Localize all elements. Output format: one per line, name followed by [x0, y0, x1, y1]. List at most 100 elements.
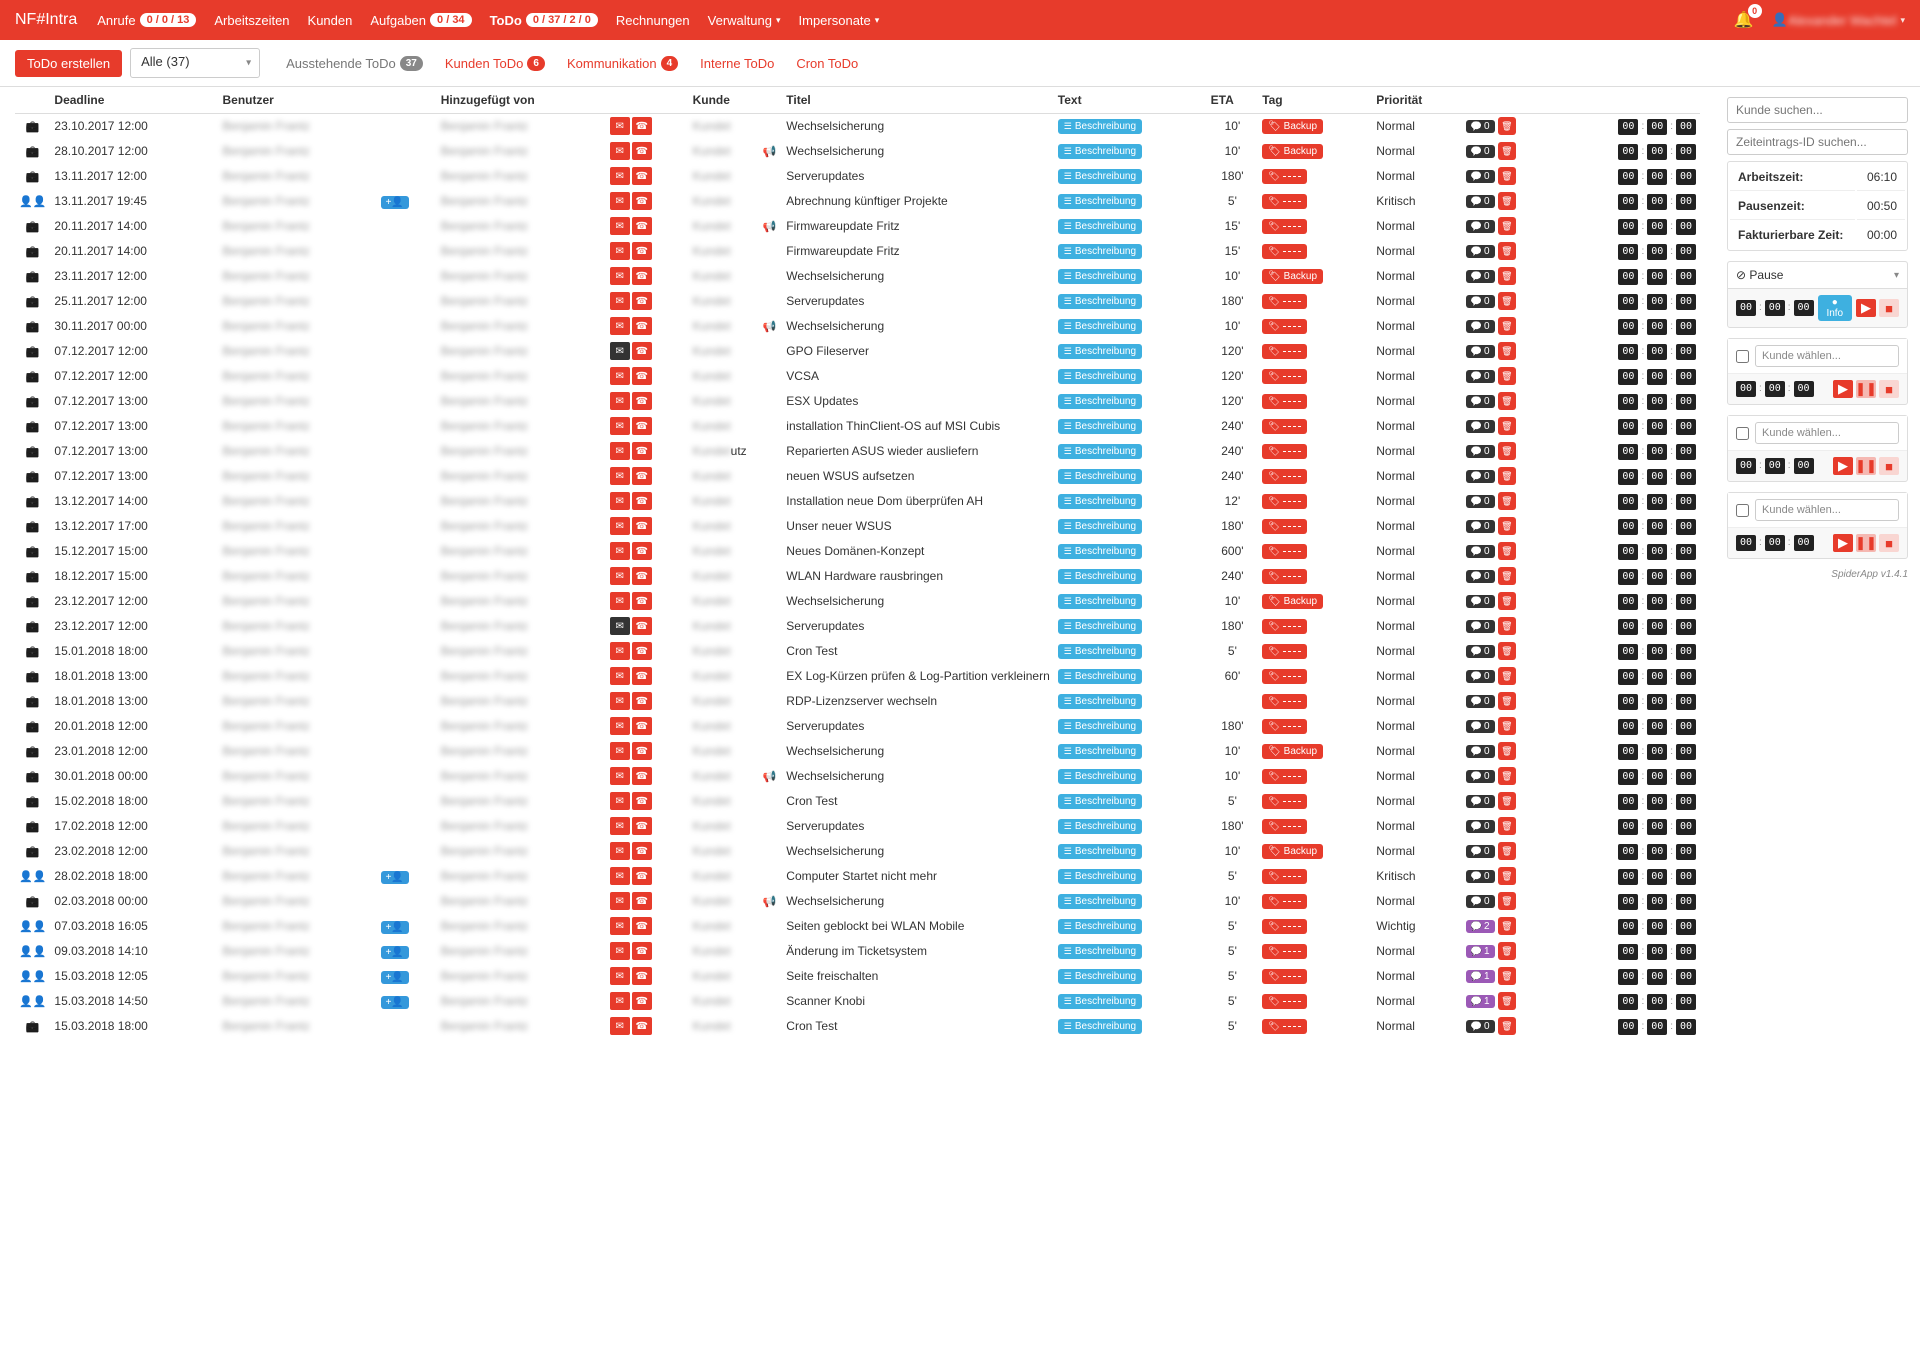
description-button[interactable]: Beschreibung — [1058, 344, 1142, 359]
mail-button[interactable]: ✉ — [610, 617, 630, 635]
mail-button[interactable]: ✉ — [610, 542, 630, 560]
description-button[interactable]: Beschreibung — [1058, 519, 1142, 534]
phone-button[interactable]: ☎ — [632, 1017, 652, 1035]
table-row[interactable]: 👤07.03.2018 16:05Benjamin Frantz+👤Benjam… — [15, 914, 1700, 939]
table-row[interactable]: 15.01.2018 18:00Benjamin FrantzBenjamin … — [15, 639, 1700, 664]
delete-button[interactable] — [1498, 942, 1516, 960]
phone-button[interactable]: ☎ — [632, 117, 652, 135]
comment-badge[interactable]: 0 — [1466, 370, 1495, 383]
tag-badge[interactable] — [1262, 194, 1306, 209]
delete-button[interactable] — [1498, 242, 1516, 260]
tag-badge[interactable]: 🏷 Backup — [1262, 119, 1323, 134]
phone-button[interactable]: ☎ — [632, 667, 652, 685]
phone-button[interactable]: ☎ — [632, 867, 652, 885]
delete-button[interactable] — [1498, 742, 1516, 760]
comment-badge[interactable]: 0 — [1466, 145, 1495, 158]
mail-button[interactable]: ✉ — [610, 867, 630, 885]
mail-button[interactable]: ✉ — [610, 992, 630, 1010]
tag-badge[interactable] — [1262, 569, 1306, 584]
description-button[interactable]: Beschreibung — [1058, 919, 1142, 934]
tab-kommunikation[interactable]: Kommunikation4 — [567, 50, 678, 77]
table-row[interactable]: 20.01.2018 12:00Benjamin FrantzBenjamin … — [15, 714, 1700, 739]
table-row[interactable]: 30.11.2017 00:00Benjamin FrantzBenjamin … — [15, 314, 1700, 339]
tag-badge[interactable] — [1262, 494, 1306, 509]
pause-button[interactable]: ❚❚ — [1856, 534, 1876, 552]
pause-panel-header[interactable]: ⊘ Pause ▾ — [1728, 262, 1907, 289]
mail-button[interactable]: ✉ — [610, 792, 630, 810]
comment-badge[interactable]: 0 — [1466, 595, 1495, 608]
description-button[interactable]: Beschreibung — [1058, 994, 1142, 1009]
comment-badge[interactable]: 0 — [1466, 170, 1495, 183]
mail-button[interactable]: ✉ — [610, 667, 630, 685]
phone-button[interactable]: ☎ — [632, 192, 652, 210]
comment-badge[interactable]: 0 — [1466, 495, 1495, 508]
tag-badge[interactable] — [1262, 369, 1306, 384]
delete-button[interactable] — [1498, 642, 1516, 660]
assign-button[interactable]: +👤 — [381, 946, 409, 959]
table-row[interactable]: 20.11.2017 14:00Benjamin FrantzBenjamin … — [15, 214, 1700, 239]
phone-button[interactable]: ☎ — [632, 417, 652, 435]
comment-badge[interactable]: 1 — [1466, 995, 1495, 1008]
phone-button[interactable]: ☎ — [632, 467, 652, 485]
delete-button[interactable] — [1498, 492, 1516, 510]
tag-badge[interactable]: 🏷 Backup — [1262, 144, 1323, 159]
delete-button[interactable] — [1498, 842, 1516, 860]
tag-badge[interactable] — [1262, 344, 1306, 359]
delete-button[interactable] — [1498, 142, 1516, 160]
table-row[interactable]: 07.12.2017 12:00Benjamin FrantzBenjamin … — [15, 364, 1700, 389]
play-button[interactable]: ▶ — [1833, 457, 1853, 475]
phone-button[interactable]: ☎ — [632, 617, 652, 635]
description-button[interactable]: Beschreibung — [1058, 219, 1142, 234]
delete-button[interactable] — [1498, 867, 1516, 885]
table-row[interactable]: 👤15.03.2018 12:05Benjamin Frantz+👤Benjam… — [15, 964, 1700, 989]
delete-button[interactable] — [1498, 717, 1516, 735]
table-row[interactable]: 23.12.2017 12:00Benjamin FrantzBenjamin … — [15, 589, 1700, 614]
tag-badge[interactable] — [1262, 619, 1306, 634]
comment-badge[interactable]: 0 — [1466, 670, 1495, 683]
phone-button[interactable]: ☎ — [632, 942, 652, 960]
stop-button[interactable]: ■ — [1879, 299, 1899, 317]
phone-button[interactable]: ☎ — [632, 392, 652, 410]
description-button[interactable]: Beschreibung — [1058, 1019, 1142, 1034]
assign-button[interactable]: +👤 — [381, 196, 409, 209]
mail-button[interactable]: ✉ — [610, 642, 630, 660]
description-button[interactable]: Beschreibung — [1058, 544, 1142, 559]
description-button[interactable]: Beschreibung — [1058, 819, 1142, 834]
customer-select[interactable]: Kunde wählen... — [1755, 345, 1899, 367]
brand[interactable]: NF#Intra — [15, 11, 77, 29]
play-button[interactable]: ▶ — [1856, 299, 1876, 317]
table-row[interactable]: 07.12.2017 13:00Benjamin FrantzBenjamin … — [15, 389, 1700, 414]
delete-button[interactable] — [1498, 342, 1516, 360]
comment-badge[interactable]: 0 — [1466, 120, 1495, 133]
mail-button[interactable]: ✉ — [610, 192, 630, 210]
tag-badge[interactable] — [1262, 669, 1306, 684]
mail-button[interactable]: ✉ — [610, 217, 630, 235]
mail-button[interactable]: ✉ — [610, 917, 630, 935]
phone-button[interactable]: ☎ — [632, 317, 652, 335]
mail-button[interactable]: ✉ — [610, 242, 630, 260]
comment-badge[interactable]: 0 — [1466, 645, 1495, 658]
table-row[interactable]: 23.02.2018 12:00Benjamin FrantzBenjamin … — [15, 839, 1700, 864]
delete-button[interactable] — [1498, 967, 1516, 985]
phone-button[interactable]: ☎ — [632, 742, 652, 760]
phone-button[interactable]: ☎ — [632, 717, 652, 735]
description-button[interactable]: Beschreibung — [1058, 394, 1142, 409]
mail-button[interactable]: ✉ — [610, 817, 630, 835]
comment-badge[interactable]: 0 — [1466, 745, 1495, 758]
tab-ausstehende-todo[interactable]: Ausstehende ToDo37 — [286, 50, 423, 77]
table-row[interactable]: 07.12.2017 12:00Benjamin FrantzBenjamin … — [15, 339, 1700, 364]
phone-button[interactable]: ☎ — [632, 642, 652, 660]
description-button[interactable]: Beschreibung — [1058, 244, 1142, 259]
description-button[interactable]: Beschreibung — [1058, 594, 1142, 609]
table-row[interactable]: 👤09.03.2018 14:10Benjamin Frantz+👤Benjam… — [15, 939, 1700, 964]
customer-checkbox[interactable] — [1736, 427, 1749, 440]
phone-button[interactable]: ☎ — [632, 292, 652, 310]
mail-button[interactable]: ✉ — [610, 942, 630, 960]
table-row[interactable]: 23.10.2017 12:00Benjamin FrantzBenjamin … — [15, 114, 1700, 139]
comment-badge[interactable]: 0 — [1466, 695, 1495, 708]
phone-button[interactable]: ☎ — [632, 517, 652, 535]
description-button[interactable]: Beschreibung — [1058, 694, 1142, 709]
stop-button[interactable]: ■ — [1879, 457, 1899, 475]
description-button[interactable]: Beschreibung — [1058, 269, 1142, 284]
mail-button[interactable]: ✉ — [610, 142, 630, 160]
